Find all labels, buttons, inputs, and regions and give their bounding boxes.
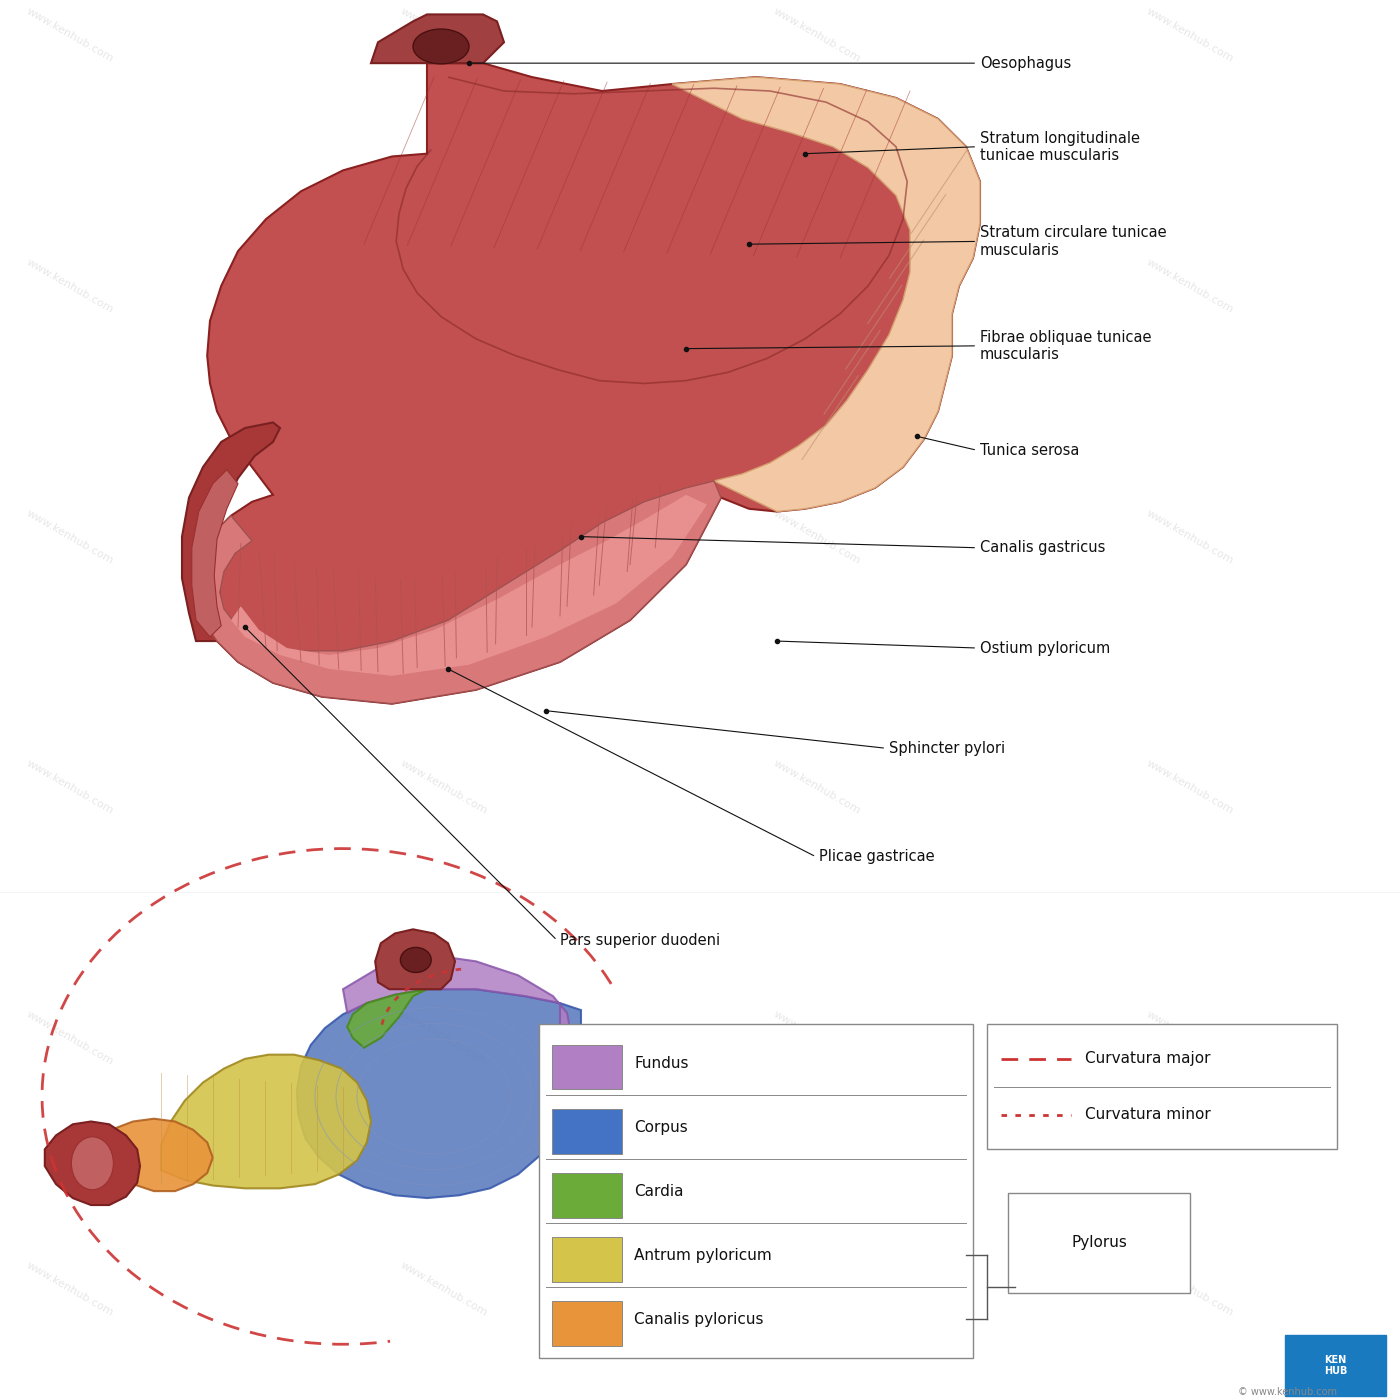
Text: www.kenhub.com: www.kenhub.com: [25, 258, 115, 315]
Polygon shape: [192, 470, 238, 637]
Text: Fundus: Fundus: [634, 1056, 689, 1071]
Ellipse shape: [413, 29, 469, 64]
FancyBboxPatch shape: [552, 1109, 622, 1154]
Polygon shape: [347, 990, 427, 1047]
Text: Stratum circulare tunicae
muscularis: Stratum circulare tunicae muscularis: [980, 225, 1166, 258]
FancyBboxPatch shape: [1285, 1334, 1386, 1396]
Text: www.kenhub.com: www.kenhub.com: [25, 1009, 115, 1067]
Text: Pylorus: Pylorus: [1071, 1235, 1127, 1250]
Text: Canalis gastricus: Canalis gastricus: [980, 540, 1106, 556]
Text: www.kenhub.com: www.kenhub.com: [771, 1009, 862, 1067]
Text: www.kenhub.com: www.kenhub.com: [398, 508, 489, 566]
FancyBboxPatch shape: [552, 1301, 622, 1345]
Text: www.kenhub.com: www.kenhub.com: [1145, 258, 1235, 315]
Text: www.kenhub.com: www.kenhub.com: [1145, 6, 1235, 64]
Text: Tunica serosa: Tunica serosa: [980, 442, 1079, 458]
Polygon shape: [343, 955, 571, 1077]
Text: www.kenhub.com: www.kenhub.com: [1145, 508, 1235, 566]
Text: KEN
HUB: KEN HUB: [1324, 1355, 1347, 1376]
Text: www.kenhub.com: www.kenhub.com: [398, 759, 489, 816]
FancyBboxPatch shape: [552, 1044, 622, 1089]
Text: www.kenhub.com: www.kenhub.com: [771, 508, 862, 566]
Text: www.kenhub.com: www.kenhub.com: [398, 6, 489, 64]
Text: Pars superior duodeni: Pars superior duodeni: [560, 932, 720, 948]
Text: Curvatura minor: Curvatura minor: [1085, 1107, 1211, 1121]
Text: www.kenhub.com: www.kenhub.com: [398, 258, 489, 315]
Polygon shape: [371, 14, 504, 63]
Polygon shape: [297, 990, 581, 1198]
Text: © www.kenhub.com: © www.kenhub.com: [1239, 1387, 1337, 1397]
Text: Corpus: Corpus: [634, 1120, 687, 1134]
Text: www.kenhub.com: www.kenhub.com: [1145, 1260, 1235, 1317]
Text: Canalis pyloricus: Canalis pyloricus: [634, 1312, 764, 1327]
Text: Oesophagus: Oesophagus: [980, 56, 1071, 70]
Text: Plicae gastricae: Plicae gastricae: [819, 850, 935, 864]
Polygon shape: [231, 494, 707, 676]
Polygon shape: [45, 1121, 140, 1205]
Text: www.kenhub.com: www.kenhub.com: [771, 759, 862, 816]
Text: Sphincter pylori: Sphincter pylori: [889, 741, 1005, 756]
Text: Fibrae obliquae tunicae
muscularis: Fibrae obliquae tunicae muscularis: [980, 329, 1151, 363]
FancyBboxPatch shape: [1008, 1193, 1190, 1292]
Text: Stratum longitudinale
tunicae muscularis: Stratum longitudinale tunicae muscularis: [980, 130, 1140, 162]
Text: www.kenhub.com: www.kenhub.com: [771, 6, 862, 64]
Text: www.kenhub.com: www.kenhub.com: [1145, 759, 1235, 816]
Text: www.kenhub.com: www.kenhub.com: [1145, 1009, 1235, 1067]
Polygon shape: [101, 1119, 213, 1191]
Polygon shape: [161, 1054, 371, 1189]
FancyBboxPatch shape: [552, 1173, 622, 1218]
Polygon shape: [182, 423, 280, 641]
Text: Ostium pyloricum: Ostium pyloricum: [980, 641, 1110, 655]
Text: www.kenhub.com: www.kenhub.com: [398, 1009, 489, 1067]
Text: www.kenhub.com: www.kenhub.com: [25, 508, 115, 566]
FancyBboxPatch shape: [539, 1023, 973, 1358]
FancyBboxPatch shape: [552, 1238, 622, 1281]
Ellipse shape: [71, 1137, 113, 1190]
Polygon shape: [375, 930, 455, 990]
Text: www.kenhub.com: www.kenhub.com: [25, 1260, 115, 1317]
Text: www.kenhub.com: www.kenhub.com: [25, 759, 115, 816]
Text: www.kenhub.com: www.kenhub.com: [25, 6, 115, 64]
Polygon shape: [196, 482, 721, 704]
Polygon shape: [672, 77, 980, 511]
Text: www.kenhub.com: www.kenhub.com: [771, 258, 862, 315]
Text: Antrum pyloricum: Antrum pyloricum: [634, 1247, 771, 1263]
Ellipse shape: [400, 948, 431, 973]
Text: www.kenhub.com: www.kenhub.com: [771, 1260, 862, 1317]
Text: Cardia: Cardia: [634, 1183, 683, 1198]
Polygon shape: [196, 63, 980, 704]
Text: Curvatura major: Curvatura major: [1085, 1051, 1211, 1067]
FancyBboxPatch shape: [987, 1023, 1337, 1149]
Text: www.kenhub.com: www.kenhub.com: [398, 1260, 489, 1317]
